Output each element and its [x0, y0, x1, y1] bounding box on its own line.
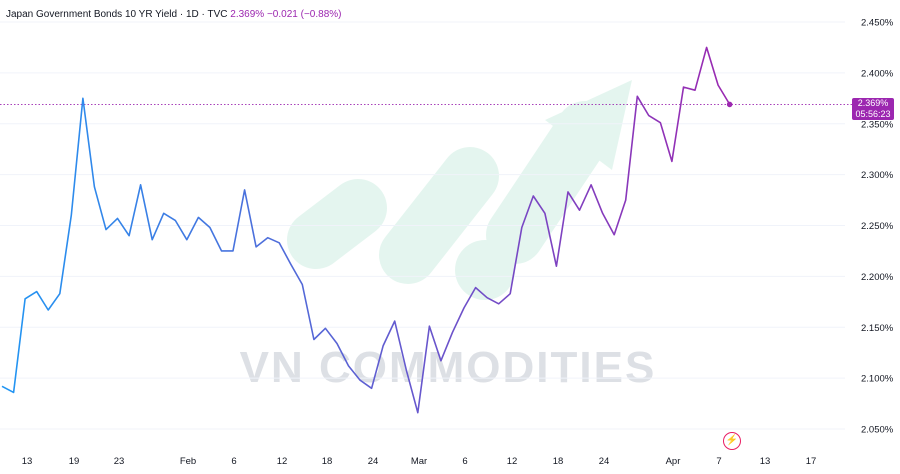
lightning-bolt-icon[interactable]: ⚡	[723, 432, 741, 450]
x-tick-label: 24	[599, 456, 610, 467]
x-tick-label: 18	[322, 456, 333, 467]
legend-interval: 1D	[185, 9, 199, 20]
x-tick-label: 6	[231, 456, 236, 467]
x-tick-label: 18	[553, 456, 564, 467]
last-price-badge: 2.369% 05:56:23	[852, 98, 894, 120]
x-axis: 13 19 23 Feb 6 12 18 24 Mar 6 12 18 24 Apr 7 13 17	[22, 456, 817, 467]
bar-countdown: 05:56:23	[855, 109, 891, 119]
y-axis: 2.450% 2.400% 2.350% 2.300% 2.250% 2.200% 2.15…	[861, 18, 894, 436]
x-tick-label: Feb	[180, 456, 196, 467]
y-tick-label: 2.200%	[861, 272, 894, 283]
last-price-value: 2.369%	[857, 98, 889, 108]
x-tick-label: 17	[806, 456, 817, 467]
x-tick-label: 23	[114, 456, 125, 467]
legend-symbol: Japan Government Bonds 10 YR Yield	[6, 9, 178, 20]
legend-sep-2: ·	[201, 9, 205, 20]
x-tick-label: 7	[716, 456, 721, 467]
legend-last-value: 2.369%	[230, 9, 265, 20]
y-tick-label: 2.150%	[861, 323, 894, 334]
x-tick-label: 12	[277, 456, 288, 467]
chart-legend: Japan Government Bonds 10 YR Yield · 1D …	[6, 9, 341, 20]
y-tick-label: 2.300%	[861, 170, 894, 181]
y-tick-label: 2.400%	[861, 68, 894, 79]
y-tick-label: 2.250%	[861, 221, 894, 232]
watermark-text: VN COMMODITIES	[240, 343, 657, 392]
x-tick-label: 13	[760, 456, 771, 467]
y-tick-label: 2.050%	[861, 425, 894, 436]
y-tick-label: 2.350%	[861, 119, 894, 130]
y-tick-label: 2.450%	[861, 18, 894, 29]
x-tick-label: 13	[22, 456, 33, 467]
x-tick-label: Mar	[411, 456, 427, 467]
last-point	[726, 101, 733, 108]
x-tick-label: 12	[507, 456, 518, 467]
x-tick-label: Apr	[666, 456, 681, 467]
watermark-logo-icon	[287, 80, 632, 300]
legend-source: TVC	[207, 9, 228, 20]
x-tick-label: 24	[368, 456, 379, 467]
x-tick-label: 6	[462, 456, 467, 467]
y-tick-label: 2.100%	[861, 374, 894, 385]
legend-change-pct: (−0.88%)	[300, 9, 342, 20]
x-tick-label: 19	[69, 456, 80, 467]
legend-sep-1: ·	[179, 9, 184, 20]
series-line	[1, 46, 731, 414]
legend-change: −0.021	[266, 9, 298, 20]
